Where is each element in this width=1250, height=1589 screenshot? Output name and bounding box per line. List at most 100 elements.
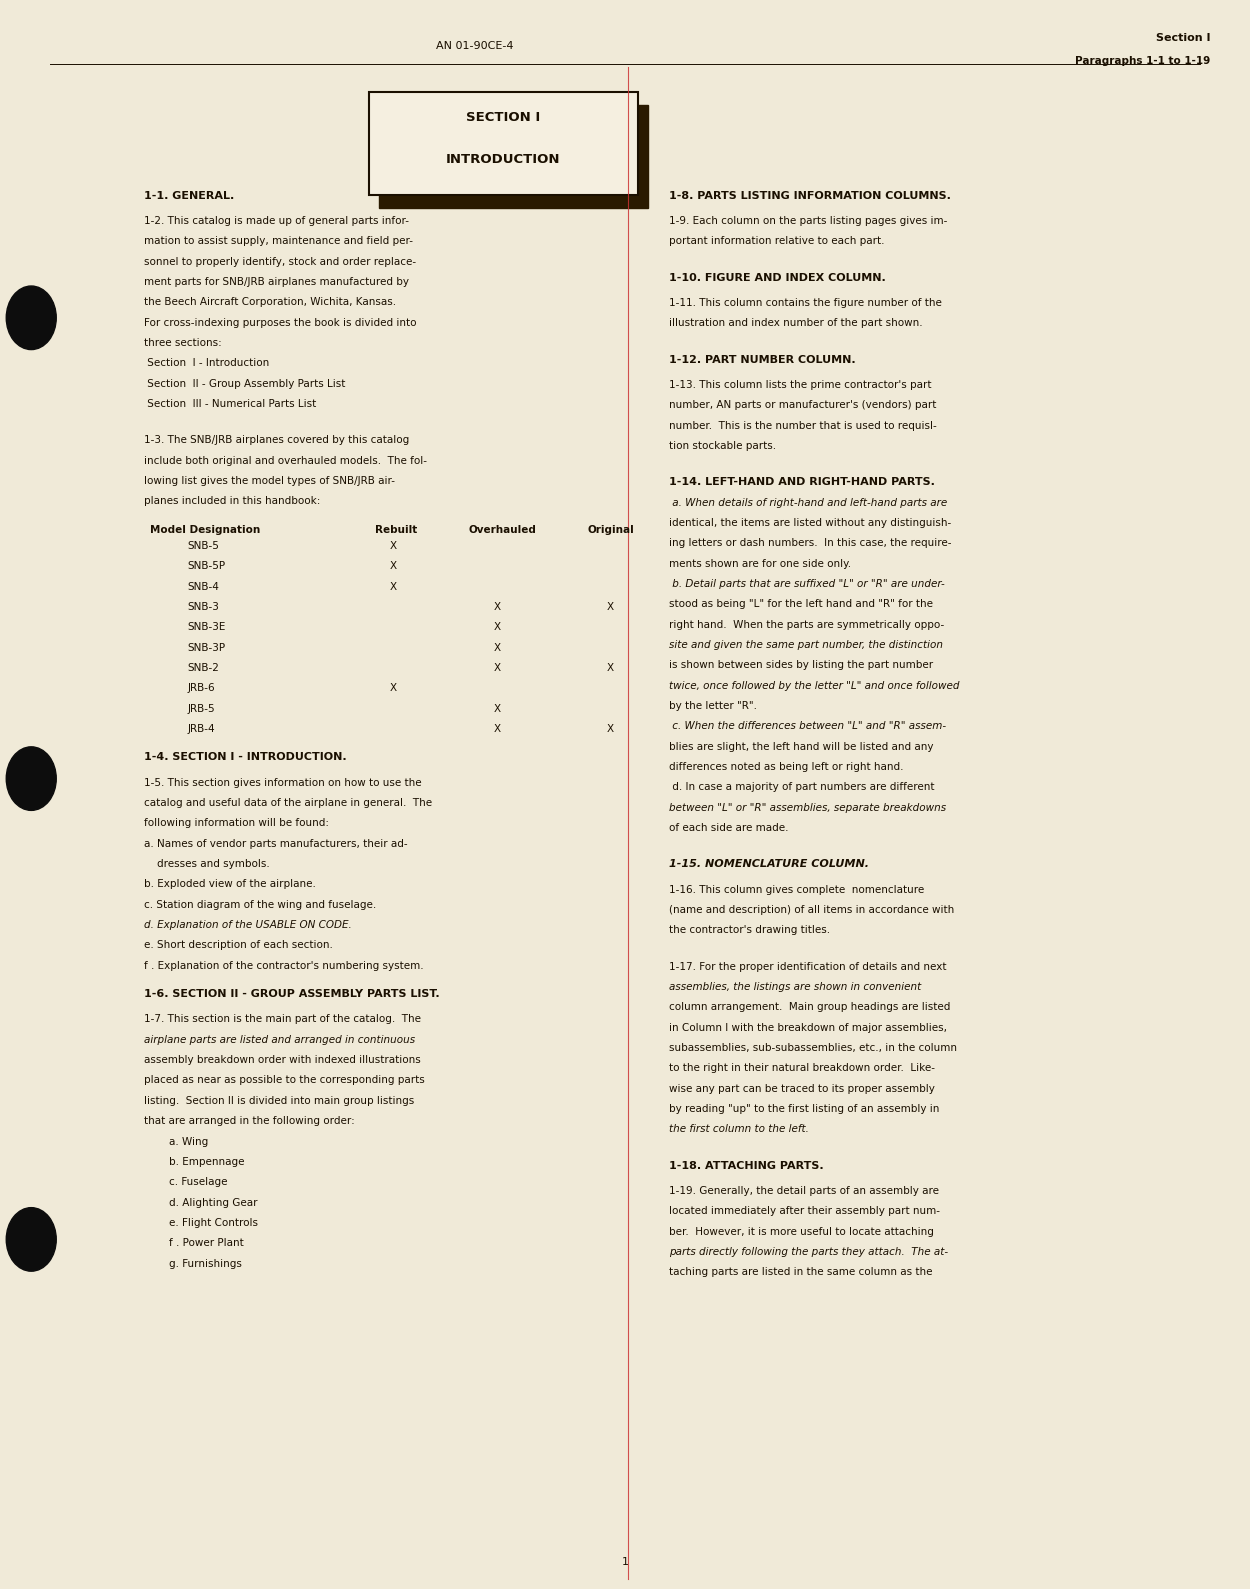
Text: number, AN parts or manufacturer's (vendors) part: number, AN parts or manufacturer's (vend… — [669, 400, 936, 410]
Text: stood as being "L" for the left hand and "R" for the: stood as being "L" for the left hand and… — [669, 599, 932, 609]
Text: to the right in their natural breakdown order.  Like-: to the right in their natural breakdown … — [669, 1063, 935, 1073]
Circle shape — [6, 747, 56, 810]
Text: SNB-2: SNB-2 — [188, 663, 220, 674]
Text: SNB-4: SNB-4 — [188, 582, 220, 591]
Text: Section  III - Numerical Parts List: Section III - Numerical Parts List — [144, 399, 316, 408]
Circle shape — [6, 1208, 56, 1271]
Text: c. Station diagram of the wing and fuselage.: c. Station diagram of the wing and fusel… — [144, 899, 376, 910]
Text: JRB-5: JRB-5 — [188, 704, 215, 713]
Text: X: X — [494, 663, 501, 674]
Text: illustration and index number of the part shown.: illustration and index number of the par… — [669, 318, 922, 329]
Text: is shown between sides by listing the part number: is shown between sides by listing the pa… — [669, 661, 932, 671]
Text: AN 01-90CE-4: AN 01-90CE-4 — [436, 41, 514, 51]
Text: ing letters or dash numbers.  In this case, the require-: ing letters or dash numbers. In this cas… — [669, 539, 951, 548]
Text: Section  I - Introduction: Section I - Introduction — [144, 359, 269, 369]
Text: assembly breakdown order with indexed illustrations: assembly breakdown order with indexed il… — [144, 1055, 420, 1065]
Text: wise any part can be traced to its proper assembly: wise any part can be traced to its prope… — [669, 1084, 935, 1093]
Text: JRB-4: JRB-4 — [188, 725, 215, 734]
Text: column arrangement.  Main group headings are listed: column arrangement. Main group headings … — [669, 1003, 950, 1012]
Text: 1-8. PARTS LISTING INFORMATION COLUMNS.: 1-8. PARTS LISTING INFORMATION COLUMNS. — [669, 191, 951, 200]
Text: subassemblies, sub-subassemblies, etc., in the column: subassemblies, sub-subassemblies, etc., … — [669, 1042, 956, 1054]
Text: 1-5. This section gives information on how to use the: 1-5. This section gives information on h… — [144, 777, 421, 788]
Text: 1-19. Generally, the detail parts of an assembly are: 1-19. Generally, the detail parts of an … — [669, 1185, 939, 1197]
Text: X: X — [390, 561, 398, 572]
Text: SNB-5P: SNB-5P — [188, 561, 226, 572]
Text: b. Exploded view of the airplane.: b. Exploded view of the airplane. — [144, 879, 315, 890]
Text: SNB-3: SNB-3 — [188, 602, 220, 612]
Text: INTRODUCTION: INTRODUCTION — [446, 153, 560, 165]
Text: 1-14. LEFT-HAND AND RIGHT-HAND PARTS.: 1-14. LEFT-HAND AND RIGHT-HAND PARTS. — [669, 477, 935, 488]
Text: c. When the differences between "L" and "R" assem-: c. When the differences between "L" and … — [669, 721, 946, 731]
Text: mation to assist supply, maintenance and field per-: mation to assist supply, maintenance and… — [144, 237, 413, 246]
Text: Section  II - Group Assembly Parts List: Section II - Group Assembly Parts List — [144, 378, 345, 389]
Text: lowing list gives the model types of SNB/JRB air-: lowing list gives the model types of SNB… — [144, 477, 395, 486]
Text: e. Flight Controls: e. Flight Controls — [169, 1217, 258, 1228]
Text: X: X — [606, 663, 614, 674]
Text: between "L" or "R" assemblies, separate breakdowns: between "L" or "R" assemblies, separate … — [669, 802, 946, 812]
Text: the first column to the left.: the first column to the left. — [669, 1125, 809, 1135]
Text: c. Fuselage: c. Fuselage — [169, 1177, 228, 1187]
Text: by reading "up" to the first listing of an assembly in: by reading "up" to the first listing of … — [669, 1104, 939, 1114]
Text: in Column I with the breakdown of major assemblies,: in Column I with the breakdown of major … — [669, 1023, 946, 1033]
Text: 1-7. This section is the main part of the catalog.  The: 1-7. This section is the main part of th… — [144, 1014, 421, 1025]
Text: X: X — [494, 602, 501, 612]
Text: include both original and overhauled models.  The fol-: include both original and overhauled mod… — [144, 456, 426, 466]
Text: differences noted as being left or right hand.: differences noted as being left or right… — [669, 763, 904, 772]
Text: 1-11. This column contains the figure number of the: 1-11. This column contains the figure nu… — [669, 299, 941, 308]
Text: placed as near as possible to the corresponding parts: placed as near as possible to the corres… — [144, 1076, 425, 1085]
Text: SNB-3E: SNB-3E — [188, 623, 226, 632]
Text: 1-15. NOMENCLATURE COLUMN.: 1-15. NOMENCLATURE COLUMN. — [669, 860, 869, 869]
Text: tion stockable parts.: tion stockable parts. — [669, 442, 776, 451]
Text: SNB-5: SNB-5 — [188, 540, 220, 551]
Text: d. Alighting Gear: d. Alighting Gear — [169, 1198, 258, 1208]
Text: sonnel to properly identify, stock and order replace-: sonnel to properly identify, stock and o… — [144, 257, 416, 267]
Text: the contractor's drawing titles.: the contractor's drawing titles. — [669, 925, 830, 936]
Text: 1-1. GENERAL.: 1-1. GENERAL. — [144, 191, 234, 200]
Text: ber.  However, it is more useful to locate attaching: ber. However, it is more useful to locat… — [669, 1227, 934, 1236]
Text: X: X — [390, 683, 398, 693]
Text: 1-18. ATTACHING PARTS.: 1-18. ATTACHING PARTS. — [669, 1160, 824, 1171]
Text: ments shown are for one side only.: ments shown are for one side only. — [669, 559, 851, 569]
Text: Rebuilt: Rebuilt — [375, 524, 418, 534]
Text: X: X — [494, 623, 501, 632]
Text: X: X — [494, 725, 501, 734]
Text: SECTION I: SECTION I — [466, 111, 540, 124]
Text: X: X — [606, 725, 614, 734]
Text: f . Explanation of the contractor's numbering system.: f . Explanation of the contractor's numb… — [144, 961, 424, 971]
Text: planes included in this handbook:: planes included in this handbook: — [144, 496, 320, 507]
Text: Model Designation: Model Designation — [150, 524, 260, 534]
Text: d. In case a majority of part numbers are different: d. In case a majority of part numbers ar… — [669, 782, 934, 793]
Text: the Beech Aircraft Corporation, Wichita, Kansas.: the Beech Aircraft Corporation, Wichita,… — [144, 297, 396, 307]
Text: a. When details of right-hand and left-hand parts are: a. When details of right-hand and left-h… — [669, 497, 948, 507]
Text: SNB-3P: SNB-3P — [188, 642, 226, 653]
Text: f . Power Plant: f . Power Plant — [169, 1238, 244, 1249]
Text: e. Short description of each section.: e. Short description of each section. — [144, 941, 332, 950]
Text: dresses and symbols.: dresses and symbols. — [144, 860, 270, 869]
Text: three sections:: three sections: — [144, 338, 221, 348]
Text: twice, once followed by the letter "L" and once followed: twice, once followed by the letter "L" a… — [669, 680, 959, 691]
Text: portant information relative to each part.: portant information relative to each par… — [669, 237, 884, 246]
Text: that are arranged in the following order:: that are arranged in the following order… — [144, 1115, 355, 1127]
Text: 1-13. This column lists the prime contractor's part: 1-13. This column lists the prime contra… — [669, 380, 931, 389]
Text: Original: Original — [588, 524, 634, 534]
Text: 1-10. FIGURE AND INDEX COLUMN.: 1-10. FIGURE AND INDEX COLUMN. — [669, 273, 885, 283]
Text: X: X — [390, 540, 398, 551]
Text: Paragraphs 1-1 to 1-19: Paragraphs 1-1 to 1-19 — [1075, 56, 1210, 65]
Bar — [379, 105, 648, 208]
Text: a. Names of vendor parts manufacturers, their ad-: a. Names of vendor parts manufacturers, … — [144, 839, 408, 849]
Text: g. Furnishings: g. Furnishings — [169, 1258, 241, 1268]
Text: 1-12. PART NUMBER COLUMN.: 1-12. PART NUMBER COLUMN. — [669, 354, 855, 364]
Text: right hand.  When the parts are symmetrically oppo-: right hand. When the parts are symmetric… — [669, 620, 944, 629]
Text: d. Explanation of the USABLE ON CODE.: d. Explanation of the USABLE ON CODE. — [144, 920, 351, 930]
Text: 1-16. This column gives complete  nomenclature: 1-16. This column gives complete nomencl… — [669, 885, 924, 895]
Text: Overhauled: Overhauled — [469, 524, 536, 534]
Text: 1-3. The SNB/JRB airplanes covered by this catalog: 1-3. The SNB/JRB airplanes covered by th… — [144, 435, 409, 445]
Text: blies are slight, the left hand will be listed and any: blies are slight, the left hand will be … — [669, 742, 934, 752]
Text: taching parts are listed in the same column as the: taching parts are listed in the same col… — [669, 1268, 932, 1278]
Text: a. Wing: a. Wing — [169, 1136, 208, 1147]
Text: Section I: Section I — [1155, 33, 1210, 43]
Text: X: X — [494, 642, 501, 653]
Text: b. Empennage: b. Empennage — [169, 1157, 244, 1166]
Text: catalog and useful data of the airplane in general.  The: catalog and useful data of the airplane … — [144, 798, 432, 809]
Text: 1-17. For the proper identification of details and next: 1-17. For the proper identification of d… — [669, 961, 946, 971]
